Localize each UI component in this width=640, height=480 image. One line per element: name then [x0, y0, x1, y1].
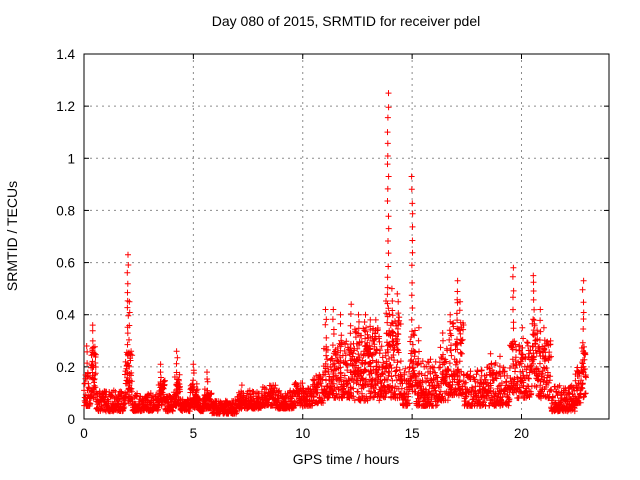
- y-axis-label: SRMTID / TECUs: [4, 181, 20, 291]
- data-points: [81, 90, 589, 417]
- y-tick-labels: 0 0.2 0.4 0.6 0.8 1 1.2 1.4: [56, 47, 75, 427]
- y-tick-label: 1: [67, 151, 75, 166]
- y-tick-label: 0.6: [56, 256, 75, 271]
- y-tick-label: 1.4: [56, 47, 75, 62]
- chart-title: Day 080 of 2015, SRMTID for receiver pde…: [212, 13, 480, 29]
- x-tick-label: 5: [190, 426, 198, 441]
- x-tick-label: 15: [405, 426, 420, 441]
- x-tick-label: 0: [80, 426, 88, 441]
- grid-lines: [84, 54, 609, 419]
- plot-frame: [83, 53, 610, 420]
- scatter-markers: [81, 90, 589, 417]
- x-tick-labels: 0 5 10 15 20: [80, 426, 529, 441]
- y-tick-label: 1.2: [56, 99, 75, 114]
- y-tick-label: 0: [67, 412, 75, 427]
- x-tick-label: 10: [295, 426, 310, 441]
- x-tick-label: 20: [514, 426, 529, 441]
- y-tick-label: 0.2: [56, 360, 75, 375]
- axis-ticks: [83, 53, 609, 420]
- x-axis-label: GPS time / hours: [293, 451, 400, 467]
- y-tick-label: 0.8: [56, 203, 75, 218]
- y-tick-label: 0.4: [56, 308, 75, 323]
